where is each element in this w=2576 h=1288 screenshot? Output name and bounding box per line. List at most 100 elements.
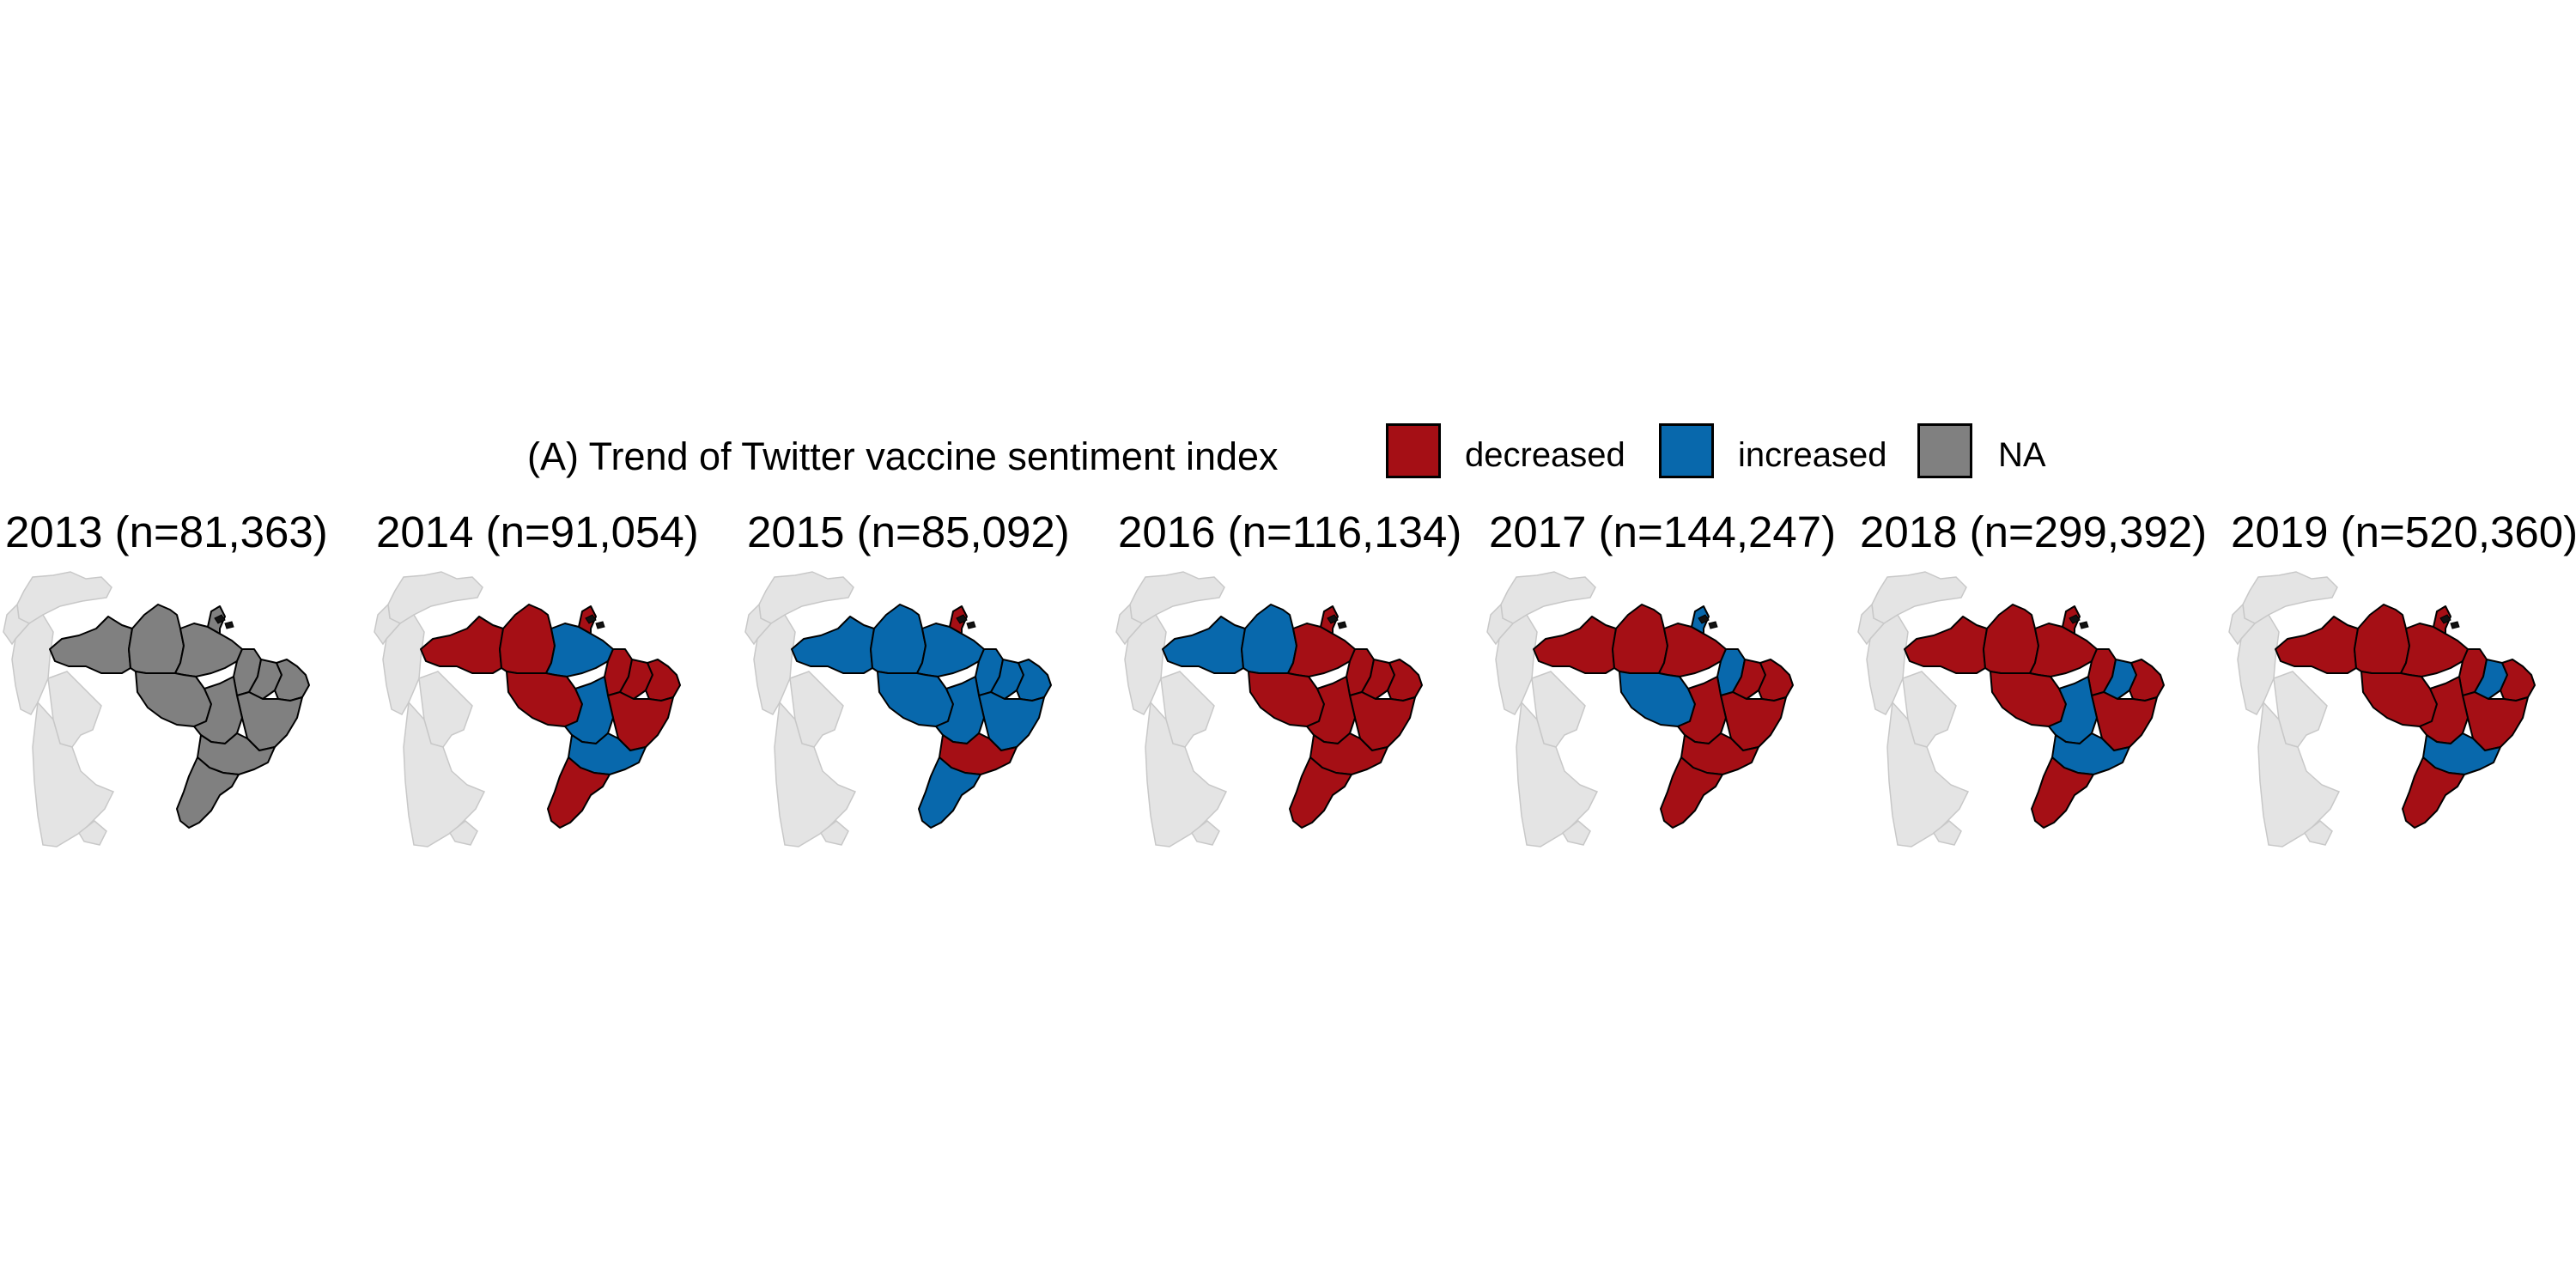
island-1: [214, 614, 226, 624]
state-para: [545, 623, 614, 677]
neighbor-country-2: [753, 613, 796, 715]
state-para: [916, 623, 985, 677]
state-northeast: [2129, 659, 2165, 702]
neighbor-country-5: [820, 820, 849, 846]
state-northeast: [1387, 659, 1423, 702]
neighbor-country-4: [1516, 701, 1599, 848]
neighbor-country-1: [387, 571, 483, 624]
brazil-map: [374, 571, 681, 848]
island-2: [2450, 621, 2460, 629]
neighbor-country-4: [1886, 701, 1970, 848]
legend-swatch-decreased: [1386, 423, 1441, 478]
island-2: [966, 621, 976, 629]
panel-title: 2015 (n=85,092): [747, 507, 1070, 556]
neighbor-country-1: [1500, 571, 1596, 624]
neighbor-country-6: [3, 603, 31, 646]
state-para: [2400, 623, 2469, 677]
state-center: [1248, 671, 1325, 727]
legend-swatch-increased: [1659, 423, 1714, 478]
state-south: [918, 756, 981, 829]
state-northeast: [274, 659, 310, 702]
state-north: [1162, 616, 1246, 674]
neighbor-country-6: [1115, 603, 1144, 646]
island-2: [224, 621, 234, 629]
panel-title: 2019 (n=520,360): [2231, 507, 2576, 556]
neighbor-country-5: [78, 820, 107, 846]
panel-title: 2018 (n=299,392): [1860, 507, 2208, 556]
island-2: [1337, 621, 1347, 629]
state-para: [1658, 623, 1727, 677]
state-amazonas: [1983, 604, 2039, 674]
neighbor-country-6: [1857, 603, 1886, 646]
neighbor-country-6: [2228, 603, 2257, 646]
legend-label-na: NA: [1998, 436, 2046, 474]
neighbor-country-2: [1866, 613, 1909, 715]
neighbor-country-1: [16, 571, 112, 624]
island-1: [1698, 614, 1710, 624]
island-1: [585, 614, 597, 624]
neighbor-country-4: [774, 701, 857, 848]
panel-title: 2014 (n=91,054): [376, 507, 699, 556]
state-center: [1990, 671, 2067, 727]
map-panel-7: 2019 (n=520,360): [2226, 498, 2576, 876]
neighbor-country-2: [382, 613, 425, 715]
state-south: [547, 756, 611, 829]
state-northeast: [1016, 659, 1052, 702]
neighbor-country-2: [2237, 613, 2280, 715]
panel-title: 2016 (n=116,134): [1118, 507, 1462, 556]
state-amazonas: [128, 604, 185, 674]
island-1: [1327, 614, 1339, 624]
state-north: [1904, 616, 1988, 674]
neighbor-country-5: [1933, 820, 1962, 846]
neighbor-country-4: [2257, 701, 2341, 848]
island-1: [2439, 614, 2451, 624]
map-panel-2: 2014 (n=91,054): [371, 498, 742, 876]
state-northeast: [1758, 659, 1794, 702]
neighbor-country-5: [2304, 820, 2333, 846]
island-1: [956, 614, 968, 624]
state-amazonas: [499, 604, 556, 674]
state-south: [1660, 756, 1723, 829]
brazil-map: [1857, 571, 2165, 848]
island-1: [2069, 614, 2081, 624]
state-south: [176, 756, 240, 829]
state-south: [2031, 756, 2094, 829]
state-amazonas: [1241, 604, 1297, 674]
neighbor-country-5: [1562, 820, 1591, 846]
state-amazonas: [870, 604, 927, 674]
map-panel-6: 2018 (n=299,392): [1855, 498, 2226, 876]
neighbor-country-1: [1129, 571, 1225, 624]
state-south: [2402, 756, 2465, 829]
island-2: [1708, 621, 1718, 629]
state-amazonas: [1612, 604, 1668, 674]
neighbor-country-1: [2242, 571, 2338, 624]
map-panel-5: 2017 (n=144,247): [1484, 498, 1855, 876]
neighbor-country-4: [403, 701, 486, 848]
neighbor-country-6: [374, 603, 402, 646]
legend-label-increased: increased: [1738, 436, 1887, 474]
state-center: [877, 671, 954, 727]
brazil-map: [3, 571, 310, 848]
state-north: [1533, 616, 1617, 674]
state-center: [1619, 671, 1696, 727]
panel-title: 2017 (n=144,247): [1489, 507, 1837, 556]
neighbor-country-1: [1871, 571, 1967, 624]
state-north: [791, 616, 875, 674]
neighbor-country-2: [11, 613, 54, 715]
state-north: [2275, 616, 2359, 674]
brazil-map: [744, 571, 1052, 848]
neighbor-country-6: [744, 603, 773, 646]
map-panel-1: 2013 (n=81,363): [0, 498, 371, 876]
state-north: [420, 616, 504, 674]
island-2: [595, 621, 605, 629]
state-para: [174, 623, 243, 677]
state-north: [49, 616, 133, 674]
legend-title: (A) Trend of Twitter vaccine sentiment i…: [527, 434, 1279, 478]
state-para: [1287, 623, 1356, 677]
state-center: [506, 671, 583, 727]
state-amazonas: [2354, 604, 2410, 674]
map-panel-4: 2016 (n=116,134): [1113, 498, 1484, 876]
neighbor-country-2: [1495, 613, 1538, 715]
neighbor-country-2: [1124, 613, 1167, 715]
